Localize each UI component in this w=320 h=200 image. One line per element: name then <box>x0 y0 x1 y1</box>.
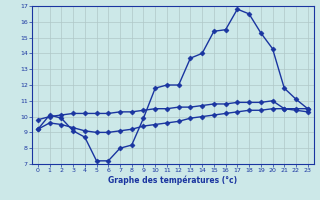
X-axis label: Graphe des températures (°c): Graphe des températures (°c) <box>108 176 237 185</box>
